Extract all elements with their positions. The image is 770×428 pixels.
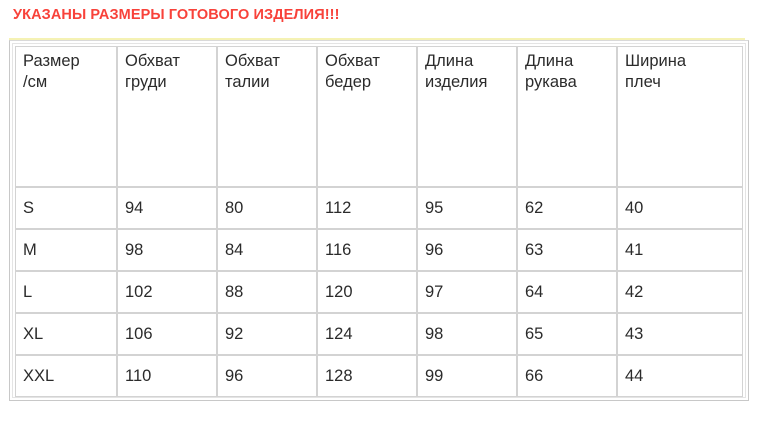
cell-hips: 124 <box>317 313 417 355</box>
header-line-1: Ширина <box>625 52 687 70</box>
header-line-2: груди <box>125 73 167 91</box>
cell-sleeve: 65 <box>517 313 617 355</box>
header-line-2: рукава <box>525 73 577 91</box>
header-line-1: Длина <box>525 52 574 70</box>
cell-chest: 102 <box>117 271 217 313</box>
header-line-2: /см <box>23 73 48 91</box>
header-line-2: плеч <box>625 73 661 91</box>
cell-shoulder: 44 <box>617 355 743 397</box>
cell-waist: 80 <box>217 187 317 229</box>
cell-waist: 96 <box>217 355 317 397</box>
cell-sleeve: 64 <box>517 271 617 313</box>
cell-length: 98 <box>417 313 517 355</box>
header-line-1: Длина <box>425 52 474 70</box>
column-header-shoulder: Ширина плеч <box>617 46 743 187</box>
column-header-size: Размер /см <box>15 46 117 187</box>
size-table-container: Размер /см Обхват груди Обхват талии Обх… <box>9 40 749 401</box>
cell-waist: 84 <box>217 229 317 271</box>
accent-strip <box>9 38 745 41</box>
cell-length: 99 <box>417 355 517 397</box>
cell-length: 96 <box>417 229 517 271</box>
column-header-length: Длина изделия <box>417 46 517 187</box>
header-line-2: бедер <box>325 73 372 91</box>
cell-size: M <box>15 229 117 271</box>
table-body: S 94 80 112 95 62 40 M 98 84 116 96 63 4… <box>15 187 743 397</box>
cell-hips: 120 <box>317 271 417 313</box>
cell-chest: 106 <box>117 313 217 355</box>
table-row: XL 106 92 124 98 65 43 <box>15 313 743 355</box>
cell-sleeve: 63 <box>517 229 617 271</box>
size-table: Размер /см Обхват груди Обхват талии Обх… <box>15 46 743 397</box>
column-header-sleeve: Длина рукава <box>517 46 617 187</box>
cell-size: S <box>15 187 117 229</box>
cell-chest: 98 <box>117 229 217 271</box>
cell-sleeve: 66 <box>517 355 617 397</box>
cell-chest: 94 <box>117 187 217 229</box>
cell-size: L <box>15 271 117 313</box>
cell-waist: 88 <box>217 271 317 313</box>
page-title: УКАЗАНЫ РАЗМЕРЫ ГОТОВОГО ИЗДЕЛИЯ!!! <box>13 7 340 23</box>
cell-shoulder: 41 <box>617 229 743 271</box>
header-line-2: изделия <box>425 73 488 91</box>
cell-size: XL <box>15 313 117 355</box>
header-line-2: талии <box>225 73 270 91</box>
cell-hips: 128 <box>317 355 417 397</box>
table-row: M 98 84 116 96 63 41 <box>15 229 743 271</box>
cell-size: XXL <box>15 355 117 397</box>
cell-shoulder: 43 <box>617 313 743 355</box>
header-row: Размер /см Обхват груди Обхват талии Обх… <box>15 46 743 187</box>
column-header-chest: Обхват груди <box>117 46 217 187</box>
column-header-waist: Обхват талии <box>217 46 317 187</box>
table-row: XXL 110 96 128 99 66 44 <box>15 355 743 397</box>
cell-length: 95 <box>417 187 517 229</box>
header-line-1: Обхват <box>125 52 180 70</box>
table-row: L 102 88 120 97 64 42 <box>15 271 743 313</box>
table-header: Размер /см Обхват груди Обхват талии Обх… <box>15 46 743 187</box>
column-header-hips: Обхват бедер <box>317 46 417 187</box>
header-line-1: Обхват <box>225 52 280 70</box>
header-line-1: Размер <box>23 52 80 70</box>
header-line-1: Обхват <box>325 52 380 70</box>
cell-shoulder: 40 <box>617 187 743 229</box>
cell-hips: 112 <box>317 187 417 229</box>
cell-waist: 92 <box>217 313 317 355</box>
cell-shoulder: 42 <box>617 271 743 313</box>
cell-chest: 110 <box>117 355 217 397</box>
cell-hips: 116 <box>317 229 417 271</box>
table-row: S 94 80 112 95 62 40 <box>15 187 743 229</box>
cell-length: 97 <box>417 271 517 313</box>
cell-sleeve: 62 <box>517 187 617 229</box>
